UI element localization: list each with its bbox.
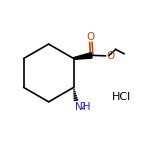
Text: 2: 2: [81, 102, 86, 111]
Text: O: O: [106, 51, 114, 61]
Polygon shape: [74, 53, 92, 59]
Text: HCl: HCl: [112, 92, 131, 102]
Text: NH: NH: [75, 102, 91, 112]
Text: O: O: [87, 32, 95, 42]
